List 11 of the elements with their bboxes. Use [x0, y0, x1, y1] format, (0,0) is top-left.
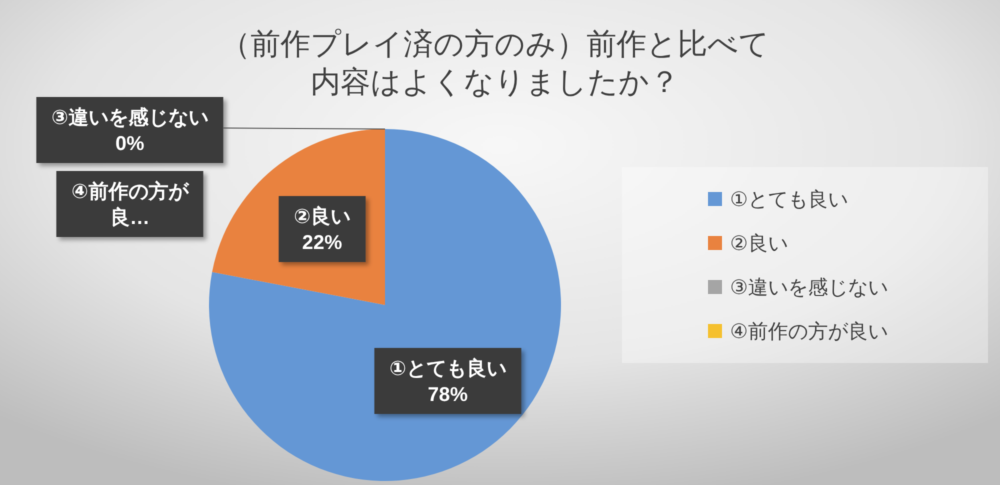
- data-label: ①とても良い 78%: [389, 356, 506, 406]
- data-label: ④前作の方が良…: [56, 171, 204, 237]
- data-label: ①とても良い 78%: [374, 348, 522, 414]
- data-label: ②良い 22%: [278, 196, 366, 262]
- data-label: ②良い 22%: [294, 205, 351, 254]
- legend-label: ②良い: [730, 233, 788, 255]
- chart-title: （前作プレイ済の方のみ）前作と比べて内容はよくなりましたか？: [220, 28, 770, 99]
- legend-label: ①とても良い: [730, 189, 848, 211]
- legend-label: ④前作の方が良い: [730, 320, 888, 343]
- data-label: ③違いを感じない 0%: [36, 97, 224, 163]
- legend-label: ③違いを感じない: [730, 277, 888, 299]
